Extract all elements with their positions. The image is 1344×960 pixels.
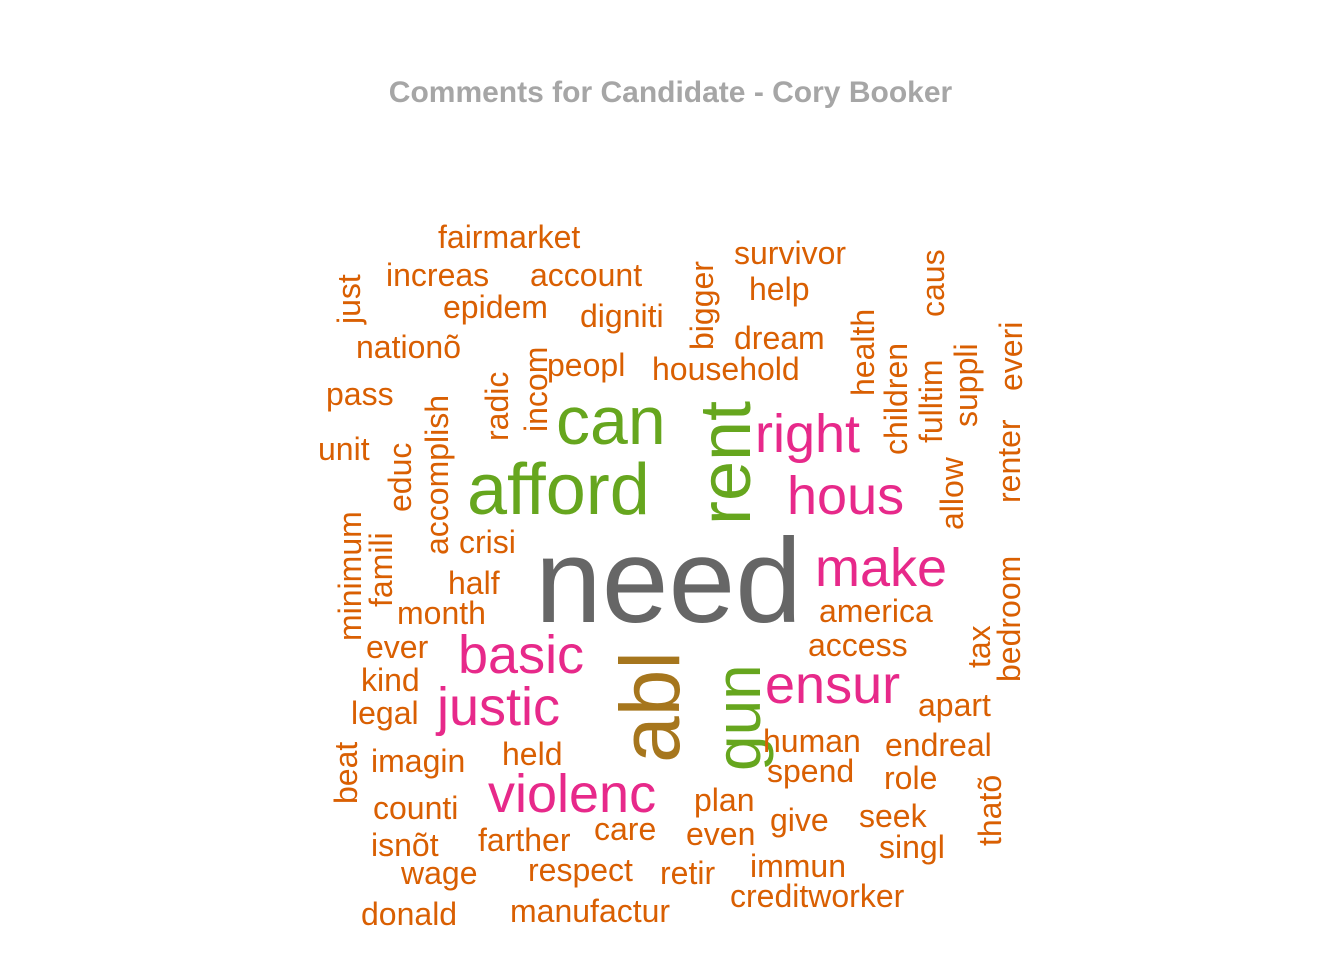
word-8: make	[815, 538, 947, 598]
word-10: ensur	[765, 655, 900, 715]
word-74: tax	[961, 625, 997, 668]
word-34: apart	[918, 687, 991, 723]
word-57: just	[331, 274, 367, 325]
word-33: legal	[351, 695, 419, 731]
word-76: thatõ	[972, 775, 1008, 846]
word-44: seek	[859, 798, 928, 834]
word-49: singl	[879, 829, 945, 865]
word-65: radic	[479, 372, 515, 441]
word-72: renter	[991, 419, 1027, 503]
word-48: even	[686, 816, 755, 852]
word-20: dream	[734, 320, 825, 356]
chart-title: Comments for Candidate - Cory Booker	[388, 76, 953, 109]
word-55: donald	[361, 896, 457, 932]
word-6: hous	[787, 466, 904, 526]
word-75: beat	[328, 742, 364, 804]
word-18: epidem	[443, 289, 548, 325]
word-50: wage	[400, 855, 478, 891]
word-46: farther	[478, 822, 571, 858]
word-9: basic	[458, 625, 584, 685]
word-2: afford	[467, 450, 650, 530]
word-13: fairmarket	[438, 219, 580, 255]
word-25: unit	[318, 431, 370, 467]
word-63: suppli	[948, 343, 984, 427]
word-56: manufactur	[510, 893, 670, 929]
word-22: peopl	[547, 347, 625, 383]
word-31: ever	[366, 629, 429, 665]
word-15: increas	[386, 257, 489, 293]
word-36: endreal	[885, 727, 992, 763]
word-35: human	[763, 723, 861, 759]
word-29: america	[819, 593, 933, 629]
word-53: immun	[750, 848, 846, 884]
word-41: counti	[373, 790, 458, 826]
word-7: right	[755, 404, 860, 464]
word-43: give	[770, 802, 829, 838]
word-58: bigger	[684, 261, 720, 350]
word-16: account	[530, 257, 642, 293]
word-59: caus	[915, 249, 951, 317]
word-40: role	[884, 760, 937, 796]
word-54: creditworker	[730, 878, 905, 914]
word-11: justic	[435, 677, 560, 737]
word-61: children	[878, 343, 914, 455]
word-69: minimum	[332, 511, 368, 641]
word-52: retir	[660, 855, 715, 891]
word-30: access	[808, 627, 908, 663]
word-12: violenc	[488, 764, 656, 824]
word-21: nationõ	[356, 329, 461, 365]
word-66: incom	[518, 347, 554, 432]
word-0: need	[535, 514, 802, 648]
word-28: month	[397, 595, 486, 631]
word-71: allow	[934, 456, 970, 530]
word-19: digniti	[580, 298, 664, 334]
word-60: health	[845, 309, 881, 396]
word-47: care	[594, 811, 656, 847]
word-23: household	[652, 351, 800, 387]
word-24: pass	[326, 376, 394, 412]
word-27: half	[448, 565, 500, 601]
word-26: crisi	[459, 524, 516, 560]
word-42: plan	[694, 782, 755, 818]
word-67: accomplish	[419, 395, 455, 555]
word-45: isnõt	[371, 827, 439, 863]
word-32: kind	[361, 662, 420, 698]
word-68: educ	[382, 443, 418, 512]
word-64: everi	[993, 322, 1029, 391]
word-62: fulltim	[913, 359, 949, 443]
word-51: respect	[528, 852, 633, 888]
word-73: bedroom	[991, 556, 1027, 682]
word-4: can	[556, 383, 666, 459]
word-70: famili	[363, 532, 399, 607]
word-3: rent	[686, 401, 766, 525]
word-17: help	[749, 271, 810, 307]
word-38: held	[502, 736, 563, 772]
word-1: abl	[603, 651, 697, 763]
word-5: gun	[702, 664, 774, 771]
word-14: survivor	[734, 235, 846, 271]
word-37: imagin	[371, 743, 465, 779]
word-39: spend	[767, 753, 854, 789]
